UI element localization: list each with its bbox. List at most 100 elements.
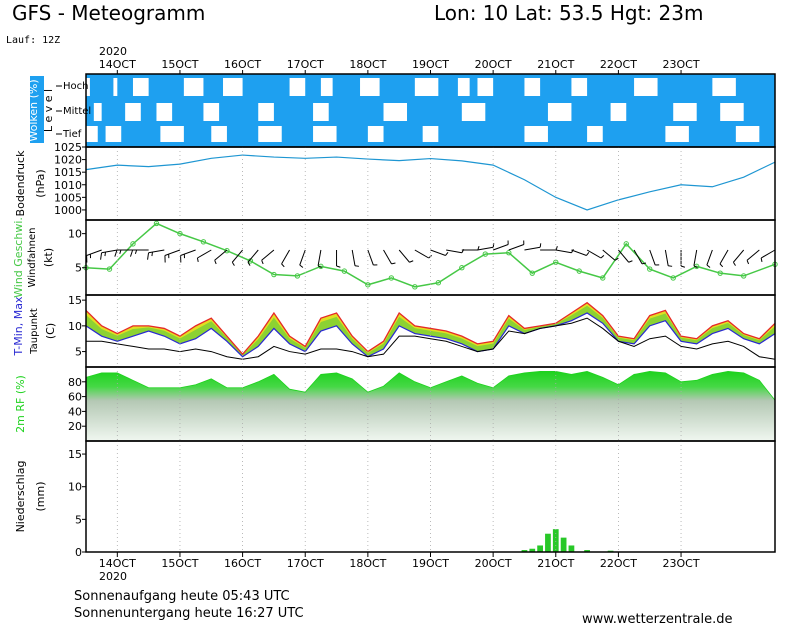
wind-barb-feather (104, 252, 106, 257)
rh-tick-label: 40 (68, 405, 82, 418)
wind-barb (180, 249, 196, 263)
wind-barb (618, 249, 633, 263)
date-tick-bottom: 15OCT (161, 557, 198, 570)
wind-speed-point (576, 268, 582, 274)
cloud-clear-mittel (93, 103, 102, 121)
wind-barb-staff (180, 249, 196, 256)
pressure-tick-label: 1005 (54, 191, 82, 204)
cloud-clear-hoch (414, 78, 439, 96)
wind-barb (602, 249, 619, 261)
wind-barb (693, 249, 698, 269)
cloud-clear-tief (86, 126, 98, 142)
cloud-clear-hoch (477, 78, 494, 96)
tmax-line (85, 301, 776, 356)
date-tick-top: 19OCT (412, 58, 449, 71)
wind-speed-point (412, 284, 418, 290)
wind-unit: (kt) (42, 248, 55, 267)
wind-barb-staff (101, 249, 118, 254)
rh-tick-label: 60 (68, 391, 82, 404)
precip-tick-label: 10 (68, 481, 82, 494)
date-tick-top: 17OCT (287, 58, 324, 71)
wind-barb (477, 243, 495, 251)
panel-frames (82, 73, 776, 553)
wind-barb-feather (539, 243, 542, 248)
wind-barb (461, 246, 480, 251)
panels: Wolken (%) L e v e lHochMittelTief1000100… (12, 73, 800, 559)
wind-barb-feather (147, 252, 150, 260)
wind-speed-point (740, 273, 747, 279)
site-link[interactable]: www.wetterzentrale.de (582, 612, 732, 625)
wind-barb (398, 249, 414, 263)
cloud-clear-tief (587, 126, 603, 142)
date-tick-bottom: 18OCT (349, 557, 386, 570)
date-tick-top: 16OCT (224, 58, 261, 71)
cloud-clear-hoch (132, 78, 149, 96)
year-top: 2020 (99, 45, 127, 58)
wind-speed-point (506, 250, 512, 256)
pressure-label: Bodendruck (14, 150, 27, 217)
wind-label: Wind Geschwi. (12, 217, 25, 298)
cloud-clear-hoch (634, 78, 658, 96)
wind-barb-staff (477, 246, 494, 251)
wind-barb-feather (317, 265, 322, 269)
precip-bar (584, 550, 590, 552)
wind-barb (281, 249, 291, 268)
wind-barb (760, 249, 776, 263)
wind-barb-staff (719, 249, 729, 265)
wind-barb-staff (231, 249, 243, 263)
panel-wind: 5 10 Wind Geschwi. Windfahnen (kt) (12, 217, 778, 298)
model-run: Lauf: 12Z (6, 35, 60, 46)
wind-barb (706, 249, 713, 268)
wind-speed-point (717, 270, 723, 276)
wind-speed-point (670, 275, 676, 281)
sunrise-text: Sonnenaufgang heute 05:43 UTC (74, 589, 290, 604)
wind-barb-feather (746, 260, 750, 265)
wind-barb-staff (693, 249, 698, 266)
wind-barb-staff (571, 249, 587, 256)
wind-speed-point (177, 230, 183, 237)
precip-unit: (mm) (34, 481, 47, 511)
cloud-clear-tief (160, 126, 184, 142)
wind-barb-staff (383, 249, 392, 265)
precip-bar (545, 533, 551, 552)
temp-label2: Taupunkt (29, 308, 40, 355)
wind-barb-staff (414, 249, 429, 259)
dewpoint-line (86, 317, 776, 360)
wind-barb-feather (100, 252, 103, 260)
cloud-clear-mittel (125, 103, 141, 121)
wind-barb-feather (196, 257, 199, 263)
wind-barb-staff (446, 249, 463, 254)
sunset-text: Sonnenuntergang heute 16:27 UTC (74, 606, 304, 621)
cloud-clear-tief (313, 126, 337, 142)
wind-barb (649, 249, 660, 266)
wind-barb-feather (445, 252, 449, 256)
wind-barb-feather (261, 260, 264, 265)
date-tick-top: 20OCT (475, 58, 512, 71)
pressure-line (85, 154, 776, 211)
tmin-line (85, 312, 776, 358)
wind-barb-staff (492, 244, 509, 251)
wind-barb (571, 249, 590, 256)
cloud-clear-tief (105, 126, 122, 142)
wind-barb-staff (664, 249, 669, 266)
wind-barb (299, 249, 306, 268)
cloud-clear-hoch (86, 78, 90, 96)
cloud-clear-mittel (203, 103, 220, 121)
wind-speed-point (294, 273, 301, 279)
wind-barb-staff (602, 249, 616, 261)
wind-barb (383, 249, 396, 265)
date-tick-bottom: 20OCT (475, 557, 512, 570)
cloud-clear-tief (524, 126, 548, 142)
date-axis-bottom: 14OCT 15OCT 16OCT 17OCT 18OCT 19OCT 20OCT 21OCT… (99, 552, 700, 570)
wind-barb-staff (317, 249, 322, 266)
wind-label2: Windfahnen (27, 228, 38, 288)
wind-barb (367, 249, 378, 266)
precip-bar (568, 545, 575, 552)
cloud-clear-hoch (782, 78, 799, 96)
date-tick-top: 18OCT (349, 58, 386, 71)
temp-tick-label: 5 (75, 346, 82, 359)
cloud-clear-hoch (524, 78, 541, 96)
wind-barb (196, 249, 212, 263)
wind-speed-point (153, 220, 160, 227)
